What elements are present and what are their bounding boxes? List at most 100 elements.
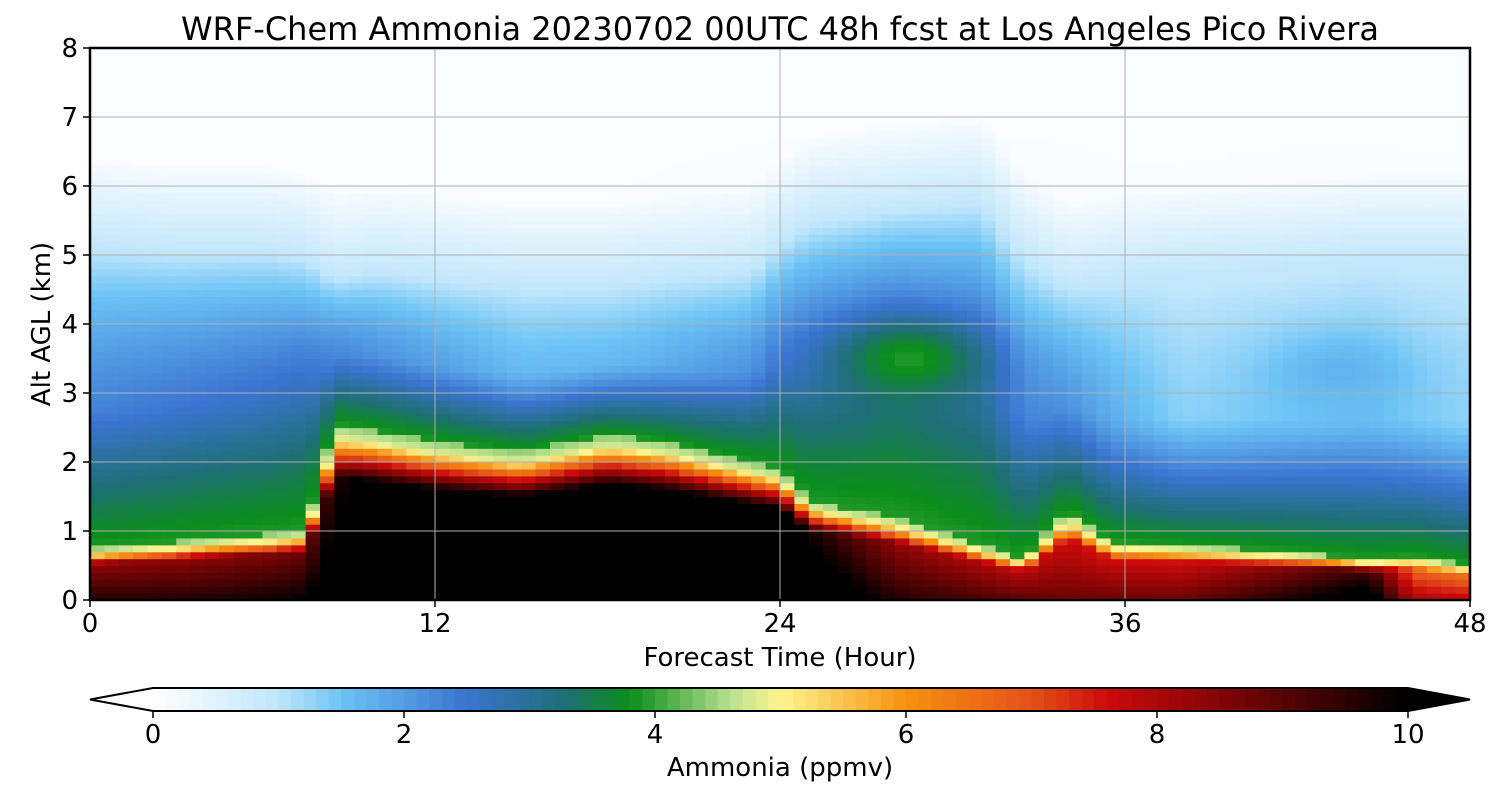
- heatmap-cell: [909, 248, 925, 256]
- heatmap-cell: [406, 123, 422, 132]
- heatmap-cell: [679, 579, 695, 587]
- heatmap-cell: [650, 524, 666, 532]
- heatmap-cell: [276, 261, 292, 270]
- heatmap-cell: [880, 282, 896, 291]
- heatmap-cell: [923, 386, 939, 394]
- heatmap-cell: [363, 255, 379, 263]
- heatmap-cell: [550, 337, 565, 346]
- heatmap-cell: [780, 179, 795, 187]
- heatmap-cell: [808, 337, 824, 346]
- heatmap-cell: [420, 48, 436, 56]
- heatmap-cell: [593, 227, 609, 235]
- heatmap-cell: [391, 558, 407, 567]
- heatmap-cell: [478, 151, 494, 159]
- heatmap-cell: [463, 496, 479, 504]
- heatmap-cell: [981, 558, 997, 567]
- heatmap-cell: [823, 551, 839, 560]
- heatmap-cell: [808, 482, 824, 491]
- heatmap-cell: [506, 379, 522, 387]
- heatmap-cell: [564, 137, 580, 146]
- heatmap-cell: [880, 261, 896, 270]
- heatmap-cell: [866, 275, 882, 284]
- heatmap-cell: [420, 151, 436, 159]
- heatmap-cell: [895, 227, 910, 235]
- heatmap-cell: [722, 130, 738, 139]
- heatmap-cell: [880, 482, 896, 491]
- heatmap-cell: [391, 427, 407, 435]
- heatmap-cell: [205, 89, 220, 97]
- heatmap-cell: [880, 227, 896, 235]
- heatmap-cell: [406, 186, 422, 194]
- heatmap-cell: [463, 420, 479, 429]
- heatmap-cell: [521, 234, 537, 242]
- heatmap-cell: [636, 330, 652, 339]
- heatmap-cell: [535, 427, 551, 435]
- heatmap-cell: [550, 365, 565, 373]
- heatmap-cell: [161, 255, 177, 263]
- heatmap-cell: [463, 586, 479, 594]
- heatmap-cell: [636, 399, 652, 408]
- heatmap-cell: [449, 558, 465, 567]
- heatmap-cell: [851, 372, 867, 380]
- heatmap-cell: [952, 310, 968, 318]
- heatmap-cell: [406, 586, 422, 594]
- heatmap-cell: [334, 165, 350, 173]
- heatmap-cell: [722, 475, 738, 484]
- heatmap-cell: [463, 593, 479, 600]
- heatmap-cell: [621, 220, 637, 228]
- heatmap-cell: [420, 517, 436, 525]
- heatmap-cell: [291, 137, 307, 146]
- heatmap-cell: [780, 282, 795, 291]
- heatmap-cell: [665, 179, 680, 187]
- heatmap-cell: [909, 186, 925, 194]
- heatmap-cell: [952, 206, 968, 215]
- heatmap-cell: [147, 565, 163, 573]
- heatmap-cell: [708, 206, 724, 215]
- heatmap-cell: [780, 434, 795, 442]
- heatmap-cell: [391, 482, 407, 491]
- heatmap-cell: [636, 503, 652, 511]
- heatmap-cell: [305, 117, 321, 125]
- heatmap-cell: [708, 268, 724, 277]
- heatmap-cell: [938, 158, 954, 166]
- heatmap-cell: [693, 82, 709, 90]
- heatmap-cell: [118, 420, 134, 429]
- heatmap-cell: [348, 386, 364, 394]
- heatmap-cell: [780, 524, 795, 532]
- heatmap-cell: [923, 213, 939, 222]
- heatmap-cell: [305, 289, 321, 297]
- heatmap-cell: [923, 558, 939, 567]
- heatmap-cell: [104, 61, 120, 70]
- heatmap-cell: [449, 489, 465, 498]
- heatmap-cell: [851, 61, 867, 70]
- heatmap-cell: [478, 172, 494, 180]
- heatmap-cell: [794, 48, 810, 56]
- heatmap-cell: [104, 144, 120, 153]
- heatmap-cell: [133, 61, 149, 70]
- heatmap-cell: [866, 151, 882, 159]
- heatmap-cell: [506, 365, 522, 373]
- heatmap-cell: [463, 579, 479, 587]
- heatmap-cell: [851, 103, 867, 111]
- heatmap-cell: [708, 213, 724, 222]
- heatmap-cell: [406, 255, 422, 263]
- heatmap-cell: [866, 379, 882, 387]
- heatmap-cell: [636, 248, 652, 256]
- heatmap-cell: [492, 544, 508, 553]
- heatmap-cell: [133, 455, 149, 463]
- heatmap-cell: [449, 172, 465, 180]
- heatmap-cell: [966, 248, 982, 256]
- heatmap-cell: [765, 220, 781, 228]
- heatmap-cell: [406, 303, 422, 311]
- heatmap-cell: [923, 544, 939, 553]
- heatmap-cell: [535, 579, 551, 587]
- heatmap-cell: [377, 261, 393, 270]
- heatmap-cell: [693, 324, 709, 332]
- heatmap-cell: [435, 82, 450, 90]
- heatmap-cell: [147, 399, 163, 408]
- heatmap-cell: [90, 551, 105, 560]
- heatmap-cell: [564, 199, 580, 208]
- heatmap-cell: [391, 496, 407, 504]
- heatmap-cell: [176, 227, 192, 235]
